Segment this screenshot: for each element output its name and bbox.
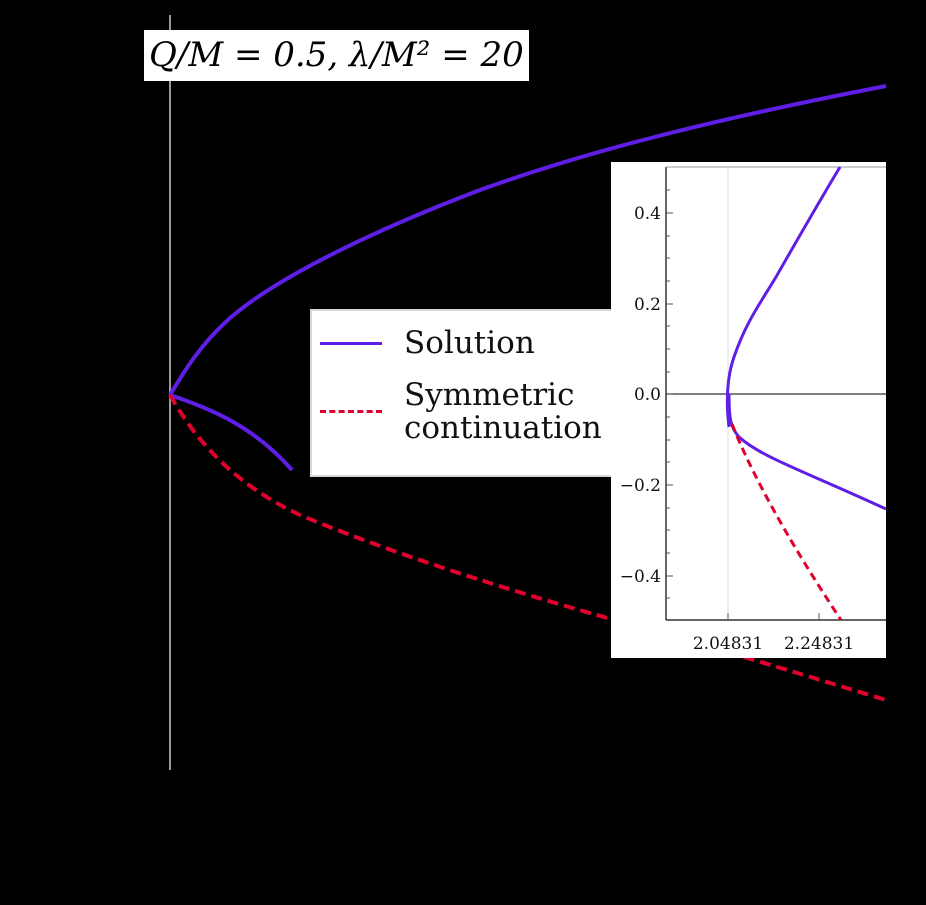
legend-label-symmetric: Symmetric [404,377,575,413]
inset-y-tick-label: −0.2 [620,476,661,496]
inset-x-tick-label: 2.04831 [693,634,763,654]
legend-entry-solution: Solution [320,327,535,360]
inset-x-tick-label: 2.24831 [784,634,854,654]
inset-y-tick-label: 0.2 [634,295,661,315]
legend-entry-symmetric-continuation: Symmetric continuation [320,379,602,444]
inset-solution-lower [727,393,886,511]
legend: Solution Symmetric continuation [310,309,616,477]
legend-label-continuation: continuation [404,409,602,446]
chart-title: Q/M = 0.5, λ/M² = 20 [144,30,529,81]
solid-line-swatch-icon [320,341,382,345]
inset-y-tick-label: −0.4 [620,567,661,587]
inset-background [611,162,886,658]
symmetric-continuation-curve [168,394,887,702]
inset-y-ticks [666,189,820,620]
legend-label-solution: Solution [404,325,535,361]
inset-y-tick-label: 0.4 [634,204,661,224]
inset-symmetric-continuation [730,423,843,621]
inset-plot: 0.4 0.2 0.0 −0.2 −0.4 2.04831 2.24831 [620,166,886,654]
solution-upper-branch [168,84,887,397]
solution-lower-branch [169,393,294,472]
inset-y-tick-label: 0.0 [634,385,661,405]
dashed-line-swatch-icon [320,410,382,414]
inset-solution-upper [725,166,842,428]
